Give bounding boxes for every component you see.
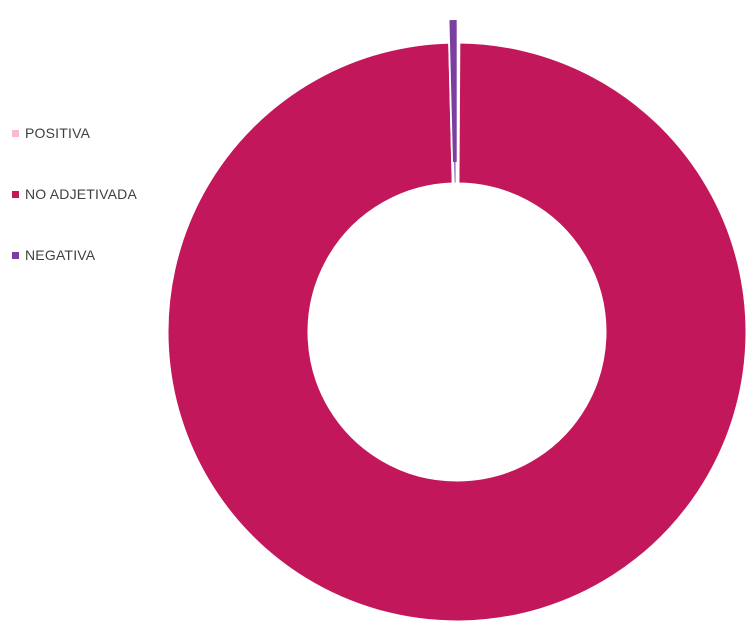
legend-label-positiva: POSITIVA: [25, 125, 91, 141]
legend-label-negativa: NEGATIVA: [25, 247, 96, 263]
legend-swatch-negativa: [12, 251, 19, 259]
slice-no-adjetivada: [165, 40, 747, 624]
legend-swatch-positiva: [12, 129, 19, 137]
legend: POSITIVA NO ADJETIVADA NEGATIVA: [12, 123, 137, 306]
legend-label-no-adjetivada: NO ADJETIVADA: [25, 186, 138, 202]
legend-item-negativa: NEGATIVA: [12, 245, 137, 265]
legend-item-no-adjetivada: NO ADJETIVADA: [12, 184, 137, 204]
slice-negativa-exploded: [449, 20, 457, 163]
legend-item-positiva: POSITIVA: [12, 123, 137, 143]
legend-swatch-no-adjetivada: [12, 190, 19, 198]
